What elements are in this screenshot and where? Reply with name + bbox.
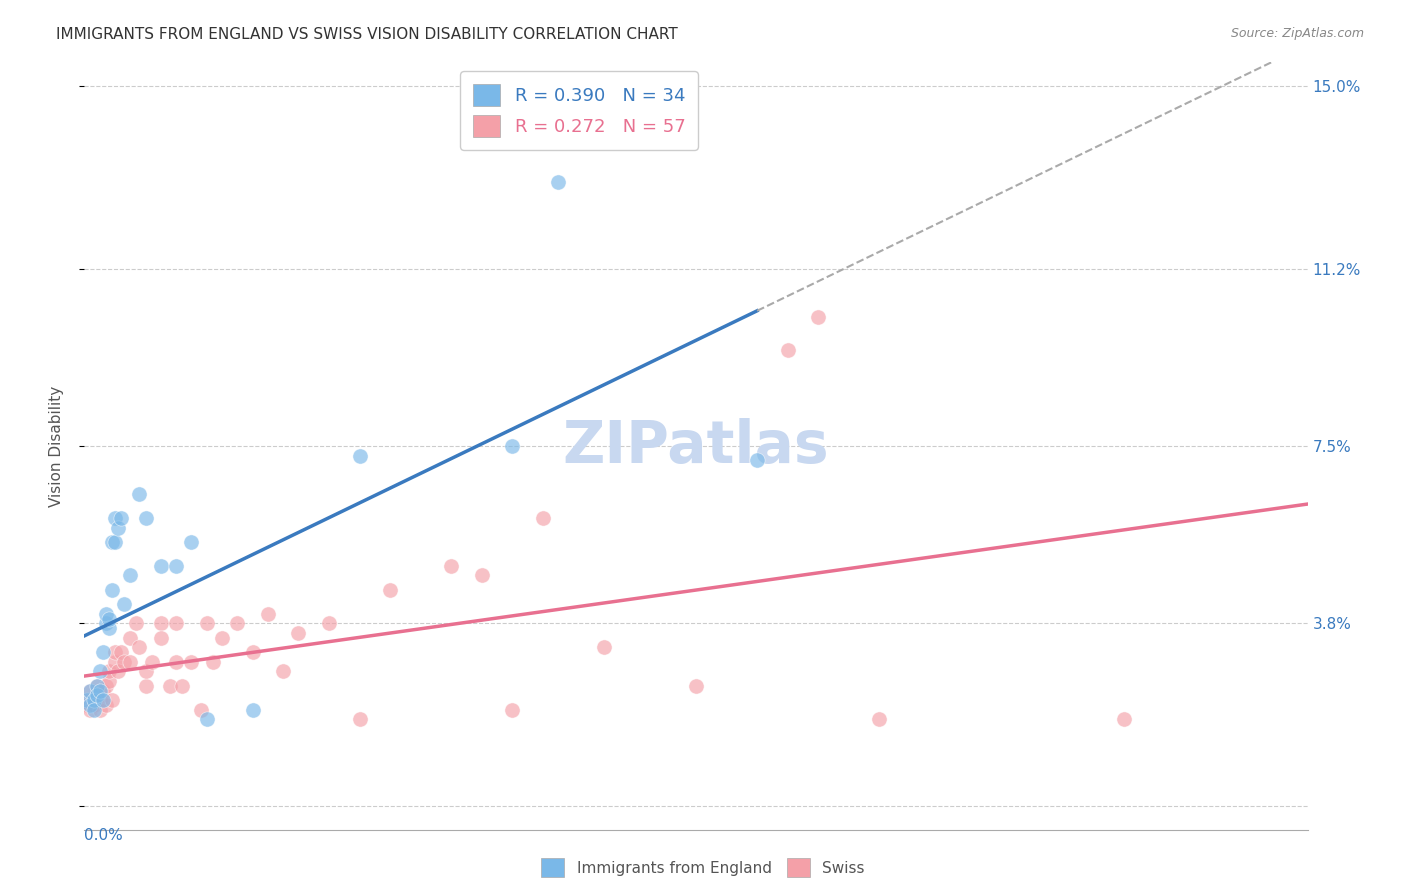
- Point: [86, 679, 108, 693]
- Point: [79, 683, 101, 698]
- Point: [172, 679, 194, 693]
- Point: [180, 534, 202, 549]
- Point: [91, 693, 114, 707]
- Point: [318, 616, 340, 631]
- Point: [112, 655, 135, 669]
- Point: [104, 511, 127, 525]
- Legend: Immigrants from England, Swiss: Immigrants from England, Swiss: [536, 852, 870, 883]
- Point: [97, 665, 120, 679]
- Point: [89, 693, 111, 707]
- Point: [201, 655, 224, 669]
- Point: [349, 712, 371, 726]
- Point: [120, 631, 142, 645]
- Point: [120, 655, 142, 669]
- Point: [685, 679, 707, 693]
- Text: Source: ZipAtlas.com: Source: ZipAtlas.com: [1230, 27, 1364, 40]
- Point: [502, 439, 524, 453]
- Point: [97, 621, 120, 635]
- Point: [104, 645, 127, 659]
- Point: [349, 449, 371, 463]
- Point: [83, 698, 105, 712]
- Point: [471, 568, 494, 582]
- Point: [226, 616, 249, 631]
- Point: [593, 640, 616, 655]
- Point: [165, 616, 187, 631]
- Point: [502, 703, 524, 717]
- Point: [104, 655, 127, 669]
- Point: [747, 453, 769, 467]
- Point: [190, 703, 212, 717]
- Point: [91, 683, 114, 698]
- Point: [242, 645, 264, 659]
- Point: [89, 683, 111, 698]
- Point: [242, 703, 264, 717]
- Point: [165, 655, 187, 669]
- Point: [380, 582, 402, 597]
- Point: [101, 534, 124, 549]
- Y-axis label: Vision Disability: Vision Disability: [49, 385, 63, 507]
- Point: [86, 689, 108, 703]
- Point: [86, 689, 108, 703]
- Point: [141, 655, 163, 669]
- Point: [807, 310, 830, 324]
- Point: [107, 665, 129, 679]
- Point: [79, 703, 101, 717]
- Point: [112, 597, 135, 611]
- Legend: R = 0.390   N = 34, R = 0.272   N = 57: R = 0.390 N = 34, R = 0.272 N = 57: [460, 71, 697, 150]
- Point: [76, 693, 98, 707]
- Point: [135, 665, 157, 679]
- Point: [83, 693, 105, 707]
- Point: [94, 616, 117, 631]
- Point: [149, 616, 172, 631]
- Point: [94, 607, 117, 621]
- Point: [195, 616, 218, 631]
- Point: [94, 679, 117, 693]
- Point: [149, 631, 172, 645]
- Point: [287, 626, 309, 640]
- Point: [91, 645, 114, 659]
- Point: [271, 665, 294, 679]
- Point: [83, 703, 105, 717]
- Point: [869, 712, 891, 726]
- Point: [149, 558, 172, 573]
- Point: [180, 655, 202, 669]
- Text: 0.0%: 0.0%: [84, 828, 124, 843]
- Point: [89, 665, 111, 679]
- Point: [86, 679, 108, 693]
- Point: [165, 558, 187, 573]
- Point: [101, 693, 124, 707]
- Point: [79, 698, 101, 712]
- Point: [531, 511, 554, 525]
- Point: [125, 616, 148, 631]
- Point: [97, 673, 120, 688]
- Point: [257, 607, 280, 621]
- Point: [128, 640, 150, 655]
- Point: [211, 631, 233, 645]
- Point: [83, 693, 105, 707]
- Point: [97, 612, 120, 626]
- Point: [107, 520, 129, 534]
- Point: [79, 683, 101, 698]
- Point: [76, 698, 98, 712]
- Point: [159, 679, 181, 693]
- Point: [76, 693, 98, 707]
- Text: ZIPatlas: ZIPatlas: [562, 417, 830, 475]
- Point: [89, 703, 111, 717]
- Point: [101, 582, 124, 597]
- Point: [104, 534, 127, 549]
- Point: [547, 175, 569, 189]
- Text: IMMIGRANTS FROM ENGLAND VS SWISS VISION DISABILITY CORRELATION CHART: IMMIGRANTS FROM ENGLAND VS SWISS VISION …: [56, 27, 678, 42]
- Point: [135, 511, 157, 525]
- Point: [195, 712, 218, 726]
- Point: [110, 511, 132, 525]
- Point: [776, 343, 799, 357]
- Point: [135, 679, 157, 693]
- Point: [120, 568, 142, 582]
- Point: [440, 558, 463, 573]
- Point: [110, 645, 132, 659]
- Point: [128, 487, 150, 501]
- Point: [1114, 712, 1136, 726]
- Point: [94, 698, 117, 712]
